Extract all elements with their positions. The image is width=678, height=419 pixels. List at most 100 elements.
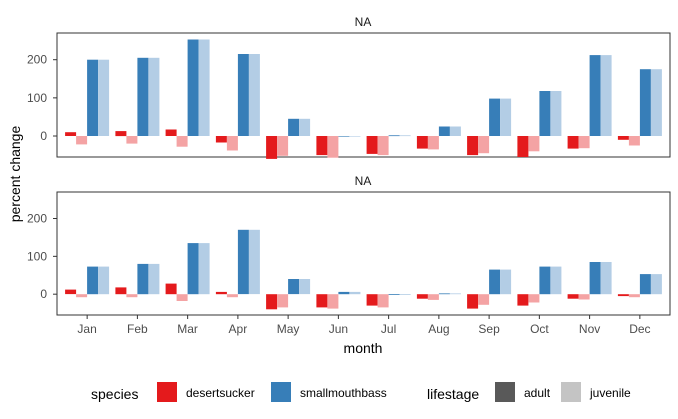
bar-p2-desertsucker-juvenile-may [277,294,289,308]
bar-p2-smallmouthbass-juvenile-sep [500,269,512,295]
bar-p1-smallmouthbass-juvenile-apr [248,54,260,136]
bar-p2-desertsucker-juvenile-mar [176,294,188,301]
x-tick-label-dec: Dec [629,322,650,336]
bar-p2-desertsucker-adult-jan [65,289,77,295]
bar-p1-smallmouthbass-adult-mar [187,39,199,136]
bar-p2-smallmouthbass-adult-jan [87,266,99,295]
bar-p2-desertsucker-adult-oct [517,294,529,306]
legend-species-title: species [91,386,138,402]
bar-p1-smallmouthbass-adult-may [288,118,300,136]
y-tick-label-p1-0: 0 [40,129,47,143]
x-tick-label-jun: Jun [329,322,348,336]
strip-label-1: NA [355,15,372,29]
bar-p1-desertsucker-adult-jun [316,136,328,156]
bar-p1-smallmouthbass-adult-jun [338,136,350,137]
panel-2-y-axis: 0 100 200 [27,212,57,301]
bar-p1-desertsucker-juvenile-aug [427,136,439,150]
bar-p1-smallmouthbass-juvenile-aug [449,126,461,136]
legend-label-desertsucker: desertsucker [186,386,255,400]
legend: species desertsucker smallmouthbass life… [91,382,631,402]
bar-p1-smallmouthbass-adult-feb [137,57,149,136]
bar-p2-desertsucker-juvenile-jan [76,294,88,298]
bar-p2-desertsucker-adult-sep [467,294,479,309]
bar-p2-desertsucker-juvenile-sep [478,294,490,305]
bar-p2-smallmouthbass-juvenile-may [299,279,311,295]
x-tick-label-oct: Oct [530,322,549,336]
strip-bg-1 [57,9,670,33]
bar-p1-desertsucker-adult-sep [467,136,479,156]
bar-p1-desertsucker-juvenile-nov [578,136,590,149]
bar-p2-desertsucker-adult-nov [567,294,579,299]
bar-p1-smallmouthbass-juvenile-mar [198,39,210,136]
bar-p2-smallmouthbass-adult-mar [187,243,199,295]
legend-label-smallmouthbass: smallmouthbass [300,386,387,400]
bar-p2-smallmouthbass-adult-jun [338,291,350,295]
x-tick-label-nov: Nov [579,322,600,336]
bar-p1-smallmouthbass-adult-aug [438,126,450,136]
bar-p1-desertsucker-juvenile-dec [628,136,640,146]
legend-swatch-adult [495,382,515,402]
bar-p2-desertsucker-adult-may [266,294,278,310]
bar-p1-smallmouthbass-adult-sep [489,98,501,136]
bar-p2-smallmouthbass-juvenile-aug [449,293,461,295]
x-tick-label-jul: Jul [381,322,396,336]
bar-p1-smallmouthbass-juvenile-nov [600,55,612,136]
bar-p1-desertsucker-juvenile-jan [76,136,88,145]
x-tick-label-apr: Apr [229,322,248,336]
bar-p2-desertsucker-adult-feb [115,287,127,295]
bar-p1-desertsucker-adult-jan [65,132,77,136]
bar-p2-desertsucker-juvenile-jul [377,294,389,308]
bar-p1-smallmouthbass-juvenile-sep [500,98,512,136]
bar-p1-desertsucker-juvenile-sep [478,136,490,154]
bar-p2-smallmouthbass-juvenile-feb [148,263,160,295]
y-axis-title: percent change [7,126,23,223]
bar-p2-smallmouthbass-juvenile-jul [399,294,411,295]
bar-p2-desertsucker-juvenile-aug [427,294,439,300]
bar-p1-smallmouthbass-juvenile-oct [550,91,562,136]
bar-p2-smallmouthbass-juvenile-jan [98,266,110,295]
bar-p2-desertsucker-adult-apr [215,291,227,295]
bar-p2-smallmouthbass-adult-dec [639,274,651,295]
bar-p1-smallmouthbass-juvenile-feb [148,57,160,136]
bar-p1-desertsucker-adult-jul [366,136,378,154]
y-tick-label-p2-0: 0 [40,287,47,301]
legend-swatch-juvenile [561,382,581,402]
bar-p2-smallmouthbass-adult-apr [237,229,249,295]
bar-p2-desertsucker-juvenile-oct [528,294,540,303]
strip-label-2: NA [355,174,372,188]
bar-p1-smallmouthbass-adult-jan [87,59,99,137]
bar-p1-smallmouthbass-adult-apr [237,54,249,136]
x-tick-label-may: May [277,322,300,336]
x-tick-label-aug: Aug [428,322,449,336]
bar-p2-desertsucker-juvenile-feb [126,294,138,298]
bar-p2-smallmouthbass-adult-oct [539,266,551,295]
bar-p2-desertsucker-juvenile-dec [628,294,640,298]
bar-p2-smallmouthbass-adult-jul [388,294,400,295]
bar-p2-smallmouthbass-adult-sep [489,269,501,295]
bar-p1-desertsucker-adult-mar [165,129,177,136]
bar-p2-smallmouthbass-juvenile-apr [248,229,260,295]
bar-p1-desertsucker-juvenile-oct [528,136,540,152]
y-tick-label-p1-1: 100 [27,91,47,105]
bar-p2-smallmouthbass-juvenile-oct [550,266,562,295]
bar-p2-desertsucker-adult-mar [165,283,177,295]
bar-p1-desertsucker-juvenile-apr [226,136,238,151]
panel-2-bars [65,229,662,310]
legend-label-juvenile: juvenile [589,386,631,400]
bar-p2-smallmouthbass-juvenile-mar [198,243,210,295]
bar-p1-desertsucker-adult-apr [215,136,227,143]
bar-p2-smallmouthbass-juvenile-dec [650,274,662,295]
bar-p2-smallmouthbass-juvenile-jun [349,291,361,295]
x-tick-label-mar: Mar [177,322,198,336]
x-tick-label-feb: Feb [127,322,148,336]
bar-p1-desertsucker-juvenile-jun [327,136,339,158]
bar-p1-desertsucker-juvenile-jul [377,136,389,156]
y-tick-label-p2-2: 200 [27,212,47,226]
bar-p2-smallmouthbass-adult-aug [438,293,450,295]
bar-p1-desertsucker-adult-aug [416,136,428,149]
bar-p2-desertsucker-juvenile-nov [578,294,590,300]
bar-p2-smallmouthbass-adult-feb [137,263,149,295]
bar-p1-smallmouthbass-adult-nov [589,55,601,136]
x-axis: Jan Feb Mar Apr May Jun Jul Aug Sep Oct … [77,315,651,336]
bar-p1-desertsucker-adult-nov [567,136,579,149]
